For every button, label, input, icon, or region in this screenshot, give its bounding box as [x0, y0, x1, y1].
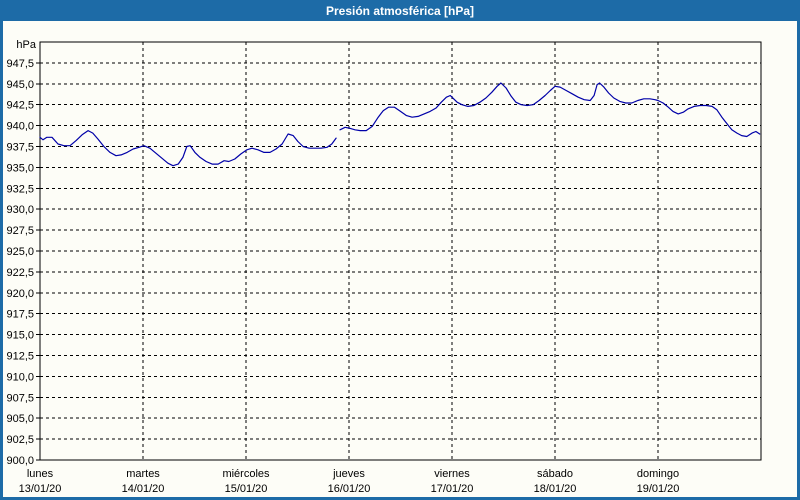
y-tick-label: 945,0	[6, 79, 34, 91]
x-day-label: domingo	[637, 468, 679, 480]
y-tick-label: 940,0	[6, 121, 34, 133]
y-axis-labels: 947,5 945,0 942,5 940,0 937,5 935,0 932,5 930,0…	[6, 58, 34, 467]
y-tick-label: 902,5	[6, 434, 34, 446]
y-axis-ticks	[36, 62, 40, 461]
y-tick-label: 930,0	[6, 204, 34, 216]
y-tick-label: 920,0	[6, 288, 34, 300]
x-date-label: 17/01/20	[431, 483, 474, 495]
y-tick-label: 937,5	[6, 142, 34, 154]
y-tick-label: 932,5	[6, 183, 34, 195]
chart-panel	[3, 21, 797, 497]
x-day-label: miércoles	[222, 468, 270, 480]
y-tick-label: 907,5	[6, 392, 34, 404]
x-day-label: martes	[126, 468, 160, 480]
chart-title-bar: Presión atmosférica [hPa]	[0, 0, 800, 21]
y-tick-label: 917,5	[6, 309, 34, 321]
y-tick-label: 947,5	[6, 58, 34, 70]
x-day-label: lunes	[27, 468, 54, 480]
x-day-label: sábado	[537, 468, 573, 480]
y-tick-label: 922,5	[6, 267, 34, 279]
x-date-label: 13/01/20	[19, 483, 62, 495]
x-date-label: 15/01/20	[225, 483, 268, 495]
y-tick-label: 935,0	[6, 162, 34, 174]
y-tick-label: 925,0	[6, 246, 34, 258]
y-tick-label: 927,5	[6, 225, 34, 237]
chart-title: Presión atmosférica [hPa]	[325, 3, 475, 18]
x-date-label: 19/01/20	[637, 483, 680, 495]
y-tick-label: 915,0	[6, 330, 34, 342]
x-date-label: 16/01/20	[328, 483, 371, 495]
y-tick-label: 900,0	[6, 455, 34, 467]
pressure-line-segment	[39, 130, 337, 167]
y-axis-unit-label: hPa	[16, 39, 36, 51]
y-tick-label: 942,5	[6, 100, 34, 112]
x-day-label: viernes	[434, 468, 470, 480]
x-axis-labels: lunes 13/01/20 martes 14/01/20 miércoles 15/0…	[19, 468, 680, 495]
x-date-label: 14/01/20	[122, 483, 165, 495]
x-day-label: jueves	[332, 468, 365, 480]
y-tick-label: 905,0	[6, 413, 34, 425]
x-date-label: 18/01/20	[534, 483, 577, 495]
pressure-line-segment	[339, 82, 761, 138]
y-tick-label: 912,5	[6, 351, 34, 363]
gridlines	[40, 42, 761, 460]
y-tick-label: 910,0	[6, 371, 34, 383]
